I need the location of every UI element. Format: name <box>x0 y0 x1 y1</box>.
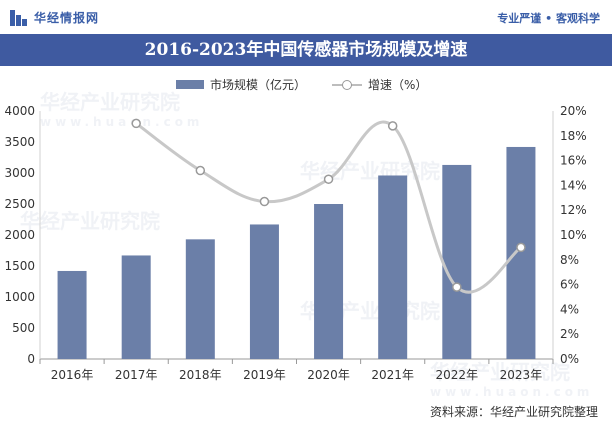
x-tick-label: 2022年 <box>436 368 479 382</box>
chart-title: 2016-2023年中国传感器市场规模及增速 <box>144 40 468 60</box>
bar <box>249 224 279 359</box>
growth-point <box>259 196 270 207</box>
y-right-tick-label: 10% <box>560 228 587 242</box>
growth-point <box>131 118 141 129</box>
brand-logo-icon <box>10 9 28 26</box>
bar <box>121 255 151 359</box>
legend-bar-label: 市场规模（亿元） <box>210 78 307 92</box>
slogan: 专业严谨 • 客观科学 <box>497 12 600 25</box>
y-left-tick-label: 2000 <box>4 228 35 242</box>
y-right-tick-label: 18% <box>560 129 587 143</box>
y-left-tick-label: 1500 <box>4 259 35 273</box>
x-tick-label: 2021年 <box>371 368 414 382</box>
brand: 华经情报网 <box>10 9 99 26</box>
growth-point <box>516 242 526 253</box>
y-left-tick-label: 500 <box>12 321 35 335</box>
legend: 市场规模（亿元） 增速（%） <box>176 76 427 93</box>
growth-point <box>452 282 462 292</box>
growth-point <box>323 174 334 184</box>
y-right-tick-label: 6% <box>560 278 579 292</box>
y-right-tick-label: 12% <box>560 203 587 217</box>
bar <box>185 239 215 359</box>
y-right-tick-label: 20% <box>560 104 587 118</box>
y-left-tick-label: 3000 <box>4 166 35 180</box>
x-tick-label: 2017年 <box>115 368 158 382</box>
y-left-tick-label: 1000 <box>4 290 35 304</box>
y-left-tick-label: 4000 <box>4 104 35 118</box>
y-left-tick-label: 2500 <box>4 197 35 211</box>
y-right-tick-label: 14% <box>560 178 587 192</box>
y-right-tick-label: 0% <box>560 352 579 366</box>
bar <box>57 270 87 359</box>
growth-point <box>387 121 398 131</box>
y-left-tick-label: 0 <box>27 352 35 366</box>
bar <box>506 146 536 359</box>
bar <box>442 164 472 359</box>
y-right-tick-label: 16% <box>560 154 587 168</box>
y-right-tick-label: 8% <box>560 253 579 267</box>
x-tick-label: 2020年 <box>307 368 350 382</box>
growth-point <box>195 165 206 176</box>
legend-line-swatch <box>332 79 363 91</box>
y-right-tick-label: 4% <box>560 302 579 316</box>
x-tick-label: 2018年 <box>179 368 222 382</box>
title-bar: 2016-2023年中国传感器市场规模及增速 <box>0 34 612 66</box>
y-right-tick-label: 2% <box>560 327 579 341</box>
x-tick-label: 2019年 <box>243 368 286 382</box>
source-note: 资料来源：华经产业研究院整理 <box>429 405 598 419</box>
bar <box>378 175 408 359</box>
brand-name: 华经情报网 <box>34 11 100 25</box>
x-tick-label: 2023年 <box>500 368 543 382</box>
legend-bar-swatch <box>176 80 204 89</box>
legend-line-label: 增速（%） <box>368 78 428 92</box>
bar <box>314 204 344 359</box>
x-tick-label: 2016年 <box>51 368 94 382</box>
y-left-tick-label: 3500 <box>4 135 35 149</box>
top-bar: 华经情报网 专业严谨 • 客观科学 <box>0 0 612 34</box>
